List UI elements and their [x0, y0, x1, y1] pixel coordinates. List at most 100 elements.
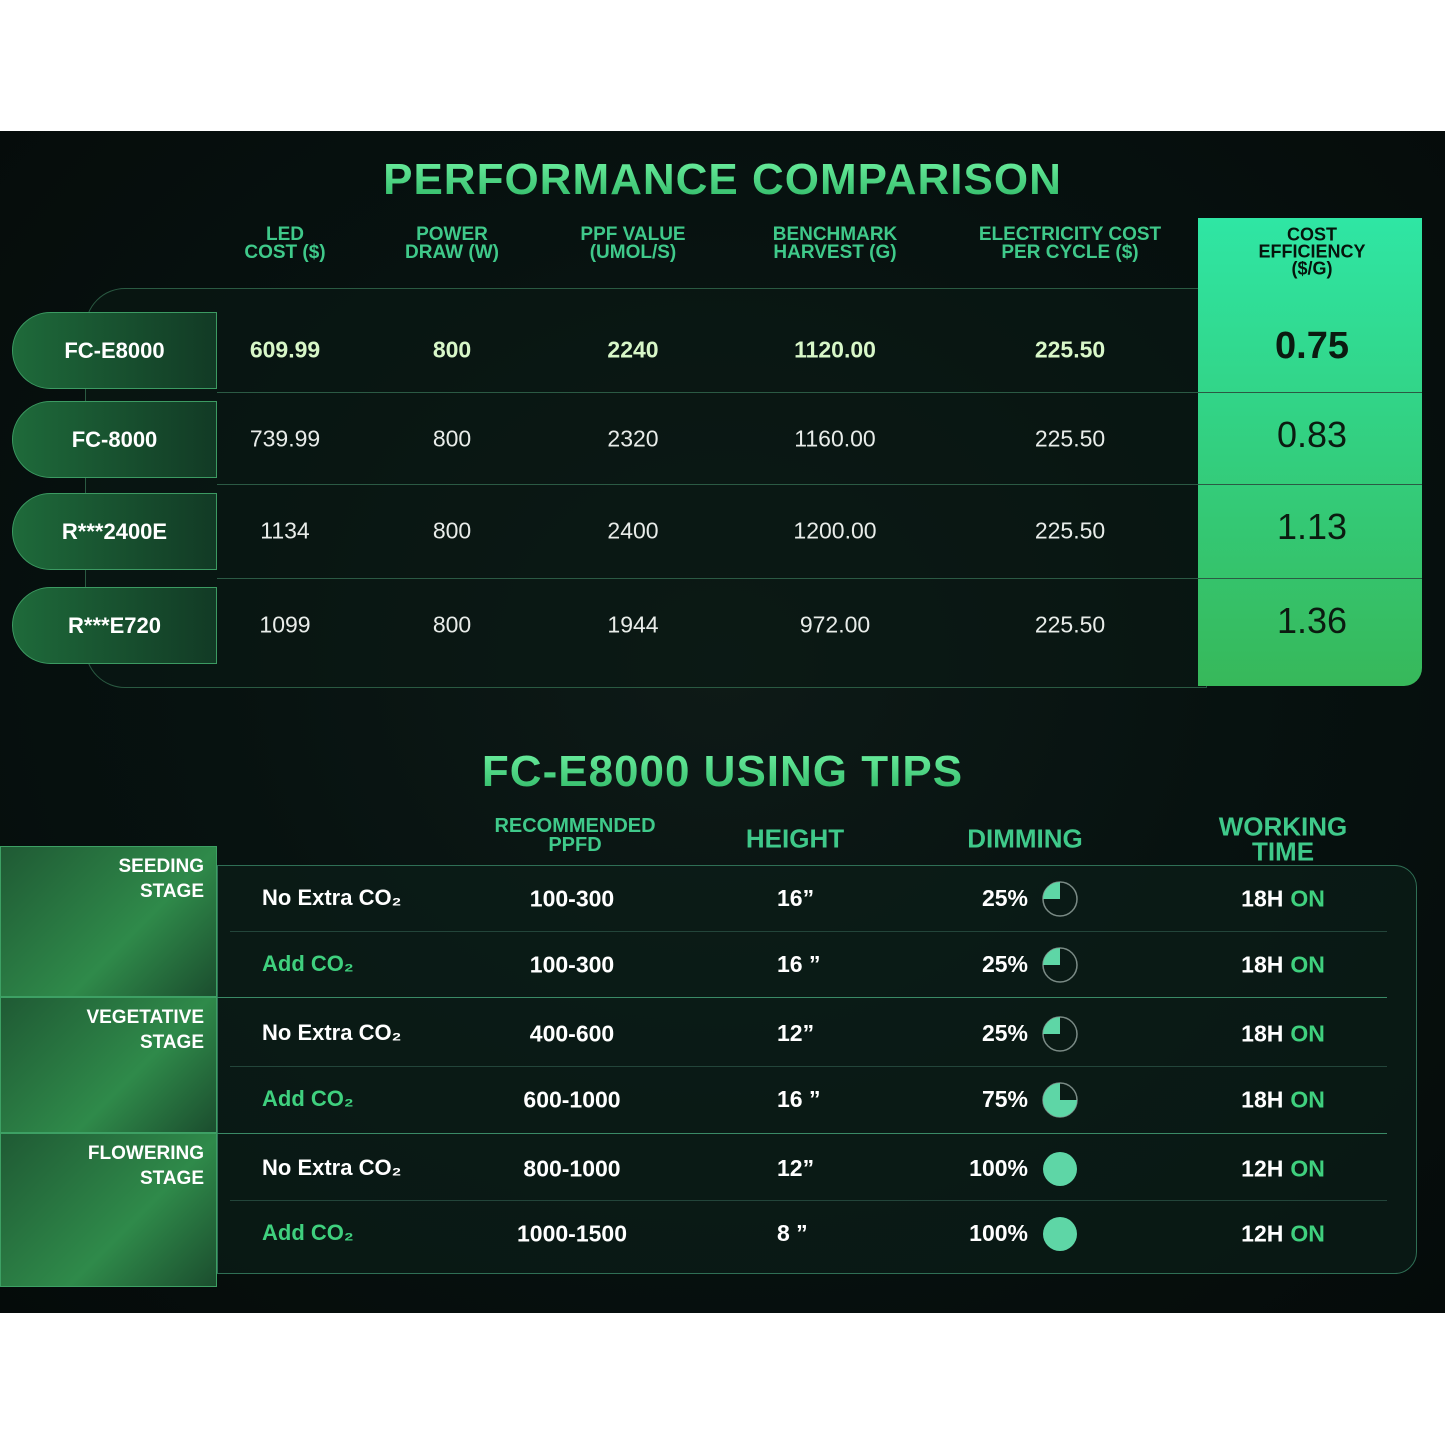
tips-panel: [217, 865, 1417, 1274]
cell-value: 1120.00: [794, 336, 876, 363]
stage-box: VEGETATIVE STAGE: [0, 997, 217, 1133]
cell-value: 800: [432, 517, 472, 544]
stage-box: SEEDING STAGE: [0, 846, 217, 997]
cell-value: 225.50: [1034, 425, 1106, 452]
efficiency-value: 1.13: [1276, 506, 1348, 547]
working-time: 18H ON: [1241, 1086, 1325, 1113]
column-header: COST EFFICIENCY ($/G): [1258, 224, 1366, 279]
column-header: WORKING TIME: [1218, 811, 1348, 866]
column-header: BENCHMARK HARVEST (G): [772, 223, 898, 263]
dimming: 25%: [981, 885, 1028, 911]
status: ON: [1290, 1155, 1325, 1182]
ppfd: 1000-1500: [517, 1220, 627, 1247]
section-title: FC-E8000 USING TIPS: [0, 750, 1445, 794]
ppfd: 400-600: [529, 1020, 615, 1047]
cell-value: 800: [432, 611, 472, 638]
working-time: 18H ON: [1241, 885, 1325, 912]
cell-value: 609.99: [249, 336, 321, 363]
dimming: 100%: [969, 1155, 1028, 1181]
co2-condition: No Extra CO₂: [262, 1020, 402, 1045]
dimming-icon: [1042, 1016, 1078, 1052]
stage-box: FLOWERING STAGE: [0, 1133, 217, 1287]
status: ON: [1290, 1020, 1325, 1047]
cell-value: 225.50: [1034, 517, 1106, 544]
icon-part: [1043, 1083, 1077, 1117]
row-divider: [230, 931, 1387, 932]
hours: 12H: [1241, 1220, 1284, 1247]
dimming: 75%: [981, 1086, 1028, 1112]
comparison-panel: [85, 288, 1207, 688]
dimming: 25%: [981, 951, 1028, 977]
cell-value: 972.00: [799, 611, 871, 638]
cell-value: 1099: [259, 611, 311, 638]
column-header: POWER DRAW (W): [405, 223, 499, 263]
dimming-icon: [1042, 881, 1078, 917]
efficiency-value: 0.75: [1275, 325, 1349, 367]
column-header: DIMMING: [967, 823, 1083, 854]
row-divider: [230, 1066, 1387, 1067]
co2-condition: Add CO₂: [262, 1086, 354, 1111]
row-divider: [230, 1200, 1387, 1201]
cell-value: 1160.00: [794, 425, 876, 452]
cell-value: 2400: [607, 517, 659, 544]
height: 12”: [777, 1155, 815, 1181]
stage-divider: [217, 997, 1387, 998]
dimming-icon: [1043, 1217, 1077, 1251]
icon-part: [1043, 1017, 1060, 1034]
column-header: ELECTRICITY COST PER CYCLE ($): [978, 223, 1162, 263]
hours: 12H: [1241, 1155, 1284, 1182]
co2-condition: No Extra CO₂: [262, 885, 402, 910]
icon-part: [1043, 1152, 1077, 1186]
co2-condition: Add CO₂: [262, 1220, 354, 1245]
height: 12”: [777, 1020, 815, 1046]
cell-value: 225.50: [1034, 336, 1106, 363]
stage-name: VEGETATIVE STAGE: [86, 1007, 204, 1053]
co2-condition: Add CO₂: [262, 951, 354, 976]
model-name: R***2400E: [12, 493, 217, 570]
column-header: PPF VALUE (UMOL/S): [580, 223, 686, 263]
height: 16”: [777, 885, 815, 911]
stage-name: FLOWERING STAGE: [87, 1143, 204, 1189]
ppfd: 600-1000: [523, 1086, 621, 1113]
height: 16 ”: [777, 1086, 821, 1112]
cell-value: 1944: [607, 611, 659, 638]
ppfd: 100-300: [529, 951, 615, 978]
status: ON: [1290, 1220, 1325, 1247]
dimming-icon: [1043, 1152, 1077, 1186]
hours: 18H: [1241, 1086, 1284, 1113]
hours: 18H: [1241, 885, 1284, 912]
row-divider: [217, 392, 1422, 393]
column-header: RECOMMENDED PPFD: [494, 815, 656, 856]
dimming: 100%: [969, 1220, 1028, 1246]
hours: 18H: [1241, 1020, 1284, 1047]
efficiency-value: 0.83: [1276, 414, 1348, 455]
ppfd: 100-300: [529, 885, 615, 912]
column-header: HEIGHT: [745, 823, 845, 854]
cell-value: 739.99: [249, 425, 321, 452]
cell-value: 1200.00: [793, 517, 877, 544]
efficiency-value: 1.36: [1276, 600, 1348, 641]
dimming-icon: [1042, 947, 1078, 983]
row-divider: [217, 578, 1422, 579]
height: 16 ”: [777, 951, 821, 977]
icon-part: [1043, 1217, 1077, 1251]
dimming: 25%: [981, 1020, 1028, 1046]
efficiency-column: [1198, 218, 1422, 686]
cell-value: 800: [432, 336, 472, 363]
model-name: FC-E8000: [12, 312, 217, 389]
status: ON: [1290, 951, 1325, 978]
model-name: R***E720: [12, 587, 217, 664]
cell-value: 1134: [260, 517, 310, 544]
hours: 18H: [1241, 951, 1284, 978]
section-title: PERFORMANCE COMPARISON: [0, 158, 1445, 202]
status: ON: [1290, 1086, 1325, 1113]
cell-value: 225.50: [1034, 611, 1106, 638]
status: ON: [1290, 885, 1325, 912]
stage-name: SEEDING STAGE: [118, 856, 204, 902]
working-time: 18H ON: [1241, 1020, 1325, 1047]
stage-divider: [217, 1133, 1387, 1134]
dimming-icon: [1042, 1082, 1078, 1118]
co2-condition: No Extra CO₂: [262, 1155, 402, 1180]
working-time: 12H ON: [1241, 1155, 1325, 1182]
